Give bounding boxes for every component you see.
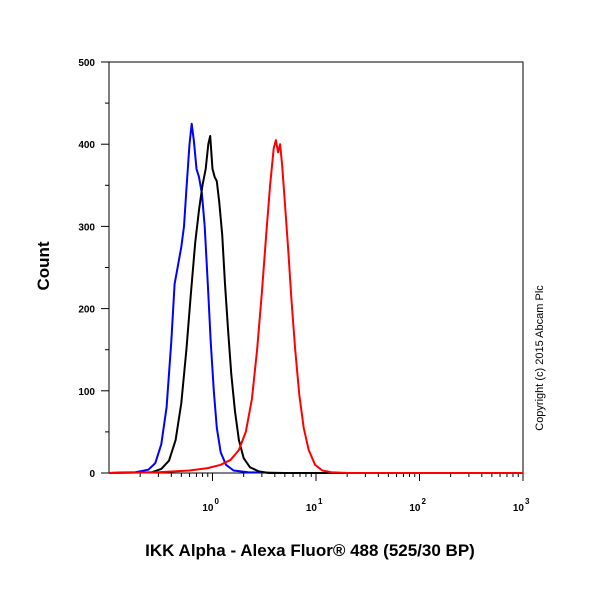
histogram-series-1 [108, 122, 523, 474]
x-tick-label-base: 10 [513, 503, 525, 514]
x-tick-label-exponent: 3 [525, 497, 530, 506]
x-tick-label-base: 10 [202, 503, 214, 514]
y-axis-ticks: 0 100 200 300 400 500 [78, 58, 109, 480]
plot-frame [108, 61, 524, 474]
series-group [108, 122, 523, 474]
x-tick-label-exponent: 0 [215, 497, 220, 506]
copyright-annotation: Copyright (c) 2015 Abcam Plc [534, 285, 546, 431]
x-tick-label-base: 10 [306, 503, 318, 514]
y-tick-label: 100 [78, 387, 95, 398]
y-axis-label: Count [34, 241, 53, 290]
x-tick-label-base: 10 [409, 503, 421, 514]
y-tick-label: 300 [78, 222, 95, 233]
x-tick-label-exponent: 2 [422, 497, 427, 506]
histogram-series-2 [108, 135, 523, 474]
x-axis-label: IKK Alpha - Alexa Fluor® 488 (525/30 BP) [145, 541, 475, 560]
y-tick-label: 400 [78, 140, 95, 151]
y-tick-label: 0 [89, 469, 95, 480]
y-tick-label: 500 [78, 58, 95, 69]
histogram-series-3 [108, 139, 523, 474]
x-tick-label-exponent: 1 [318, 497, 323, 506]
y-tick-label: 200 [78, 305, 95, 316]
